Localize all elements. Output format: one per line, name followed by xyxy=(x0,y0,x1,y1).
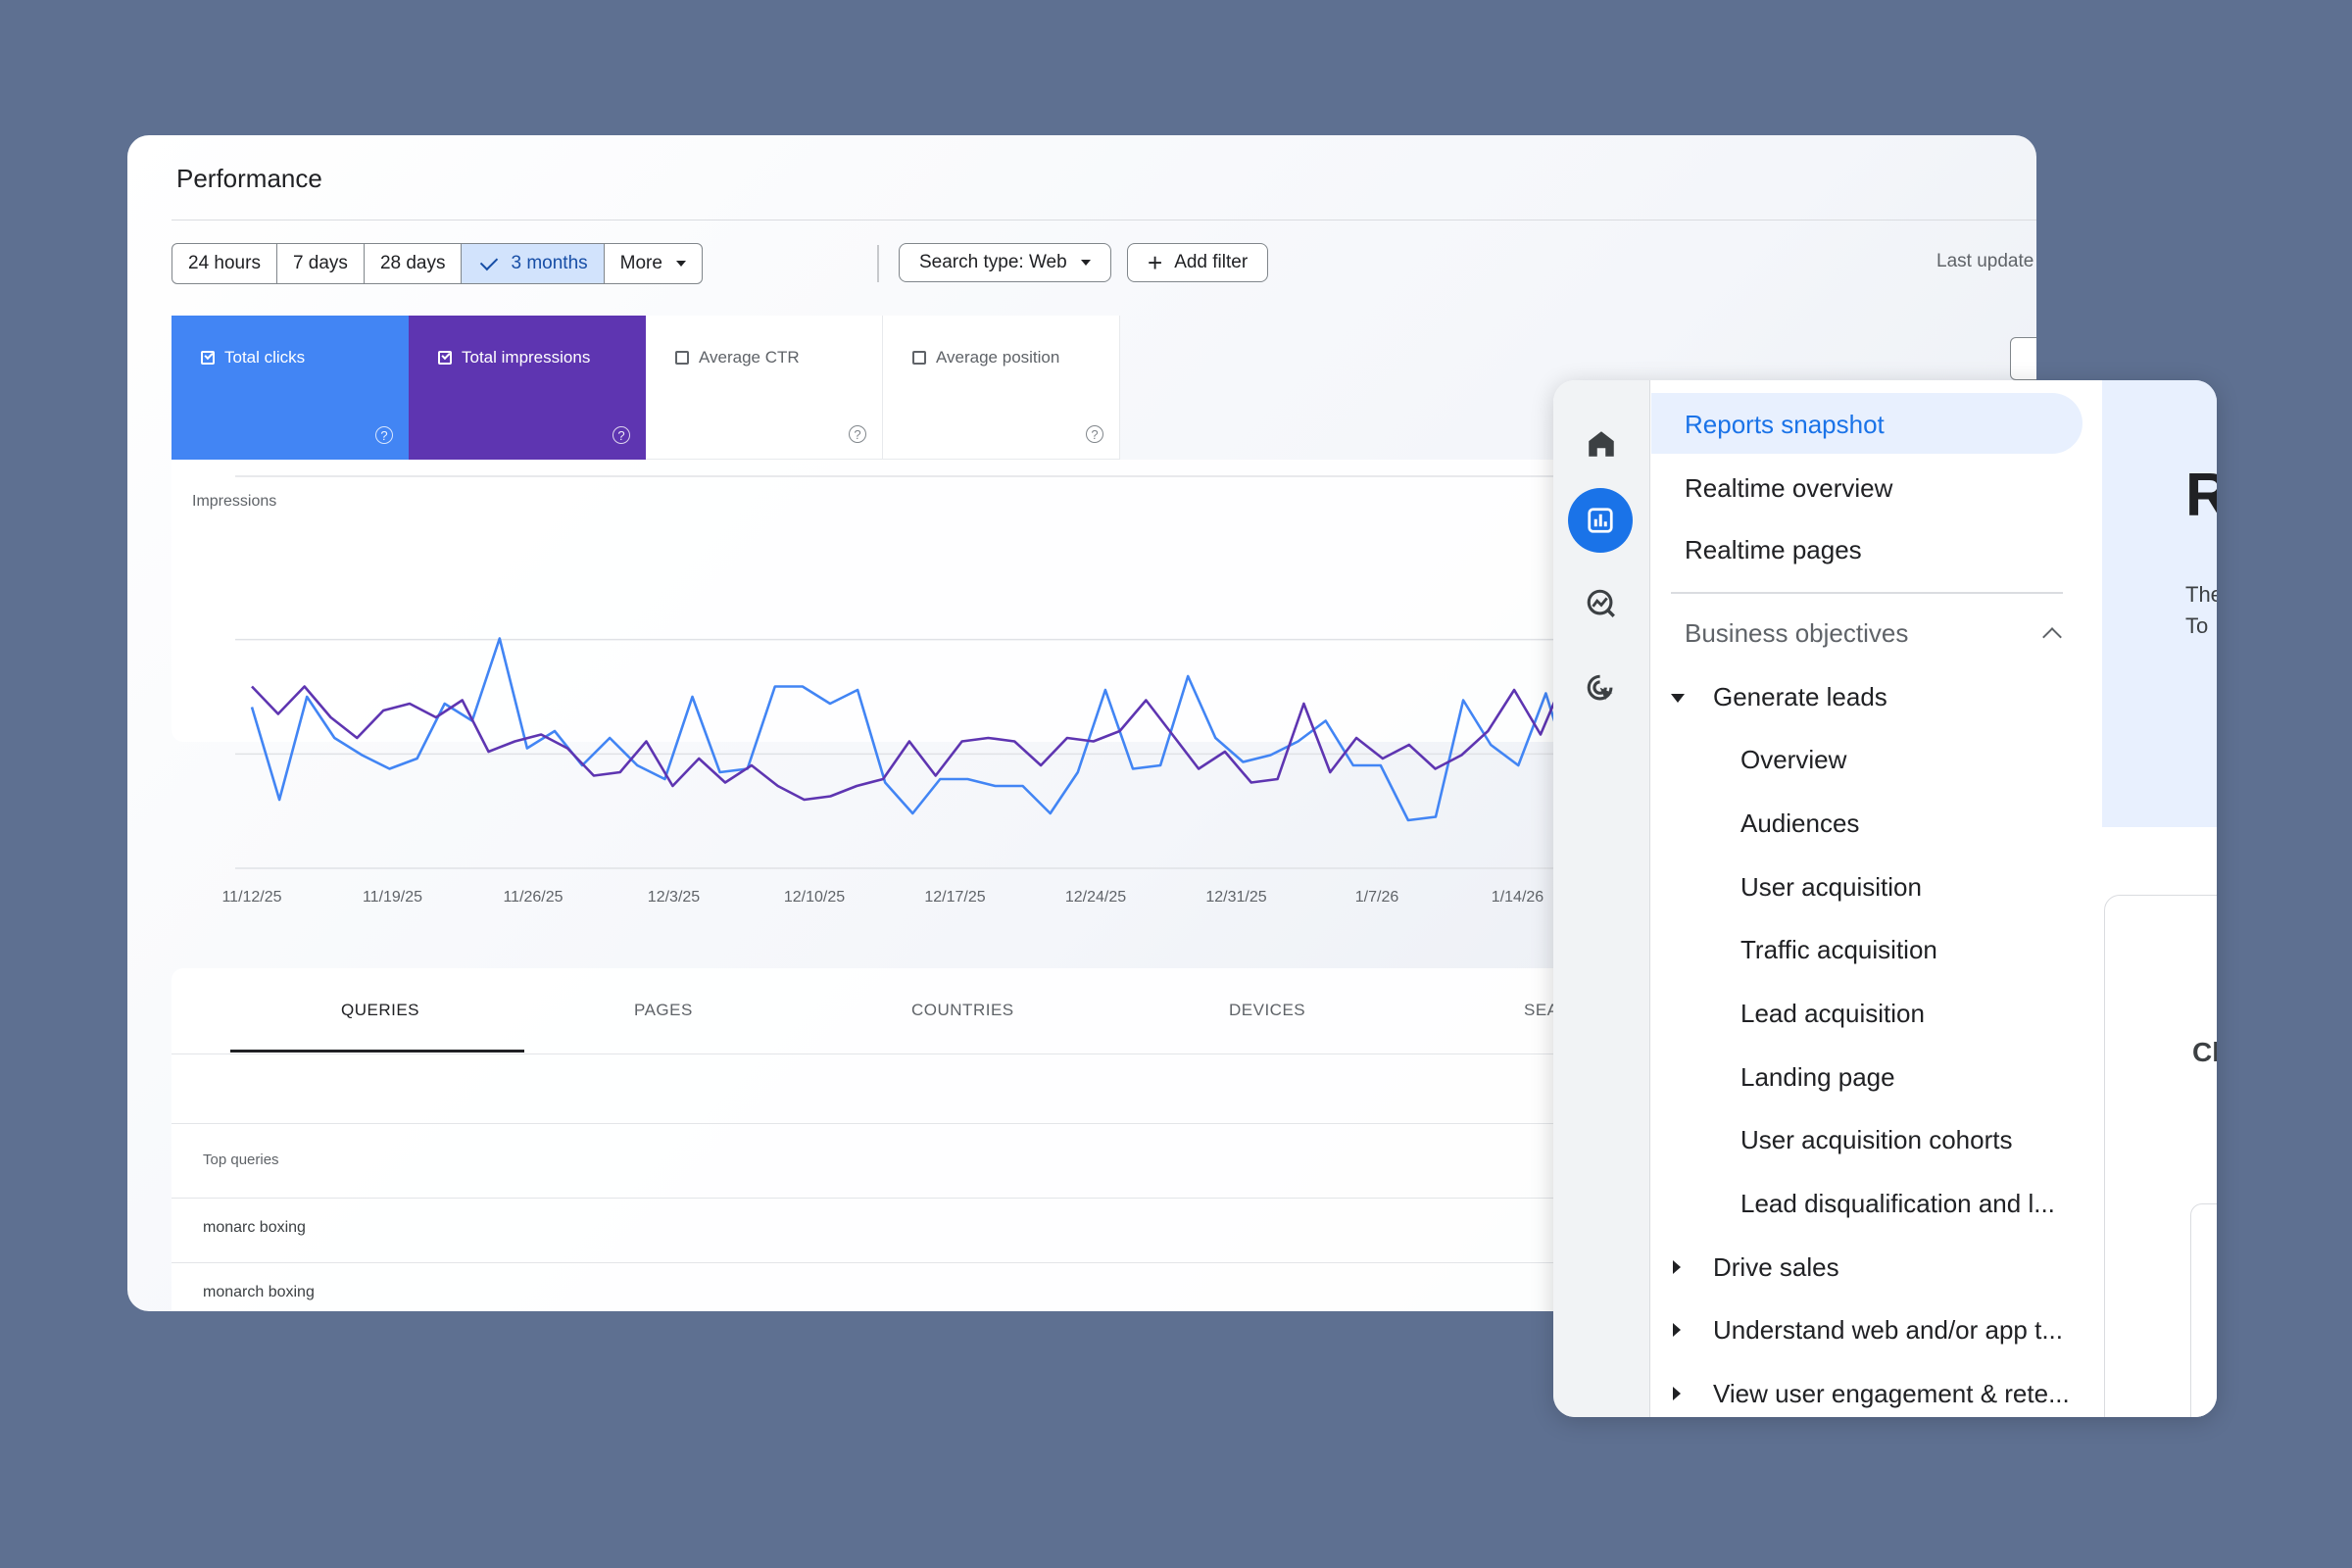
toolbar-divider xyxy=(877,245,879,282)
nav-item-realtime-pages[interactable]: Realtime pages xyxy=(1685,535,1862,564)
more-dropdown[interactable]: More xyxy=(605,244,702,283)
metric-label: Average position xyxy=(936,348,1060,367)
nav-item-lead-disqualification[interactable]: Lead disqualification and l... xyxy=(1740,1189,2055,1218)
checkbox-checked-icon[interactable] xyxy=(438,351,452,365)
page-title: Performance xyxy=(176,164,322,193)
add-filter-label: Add filter xyxy=(1174,252,1249,272)
x-tick-label: 12/17/25 xyxy=(924,889,985,906)
x-tick-label: 12/31/25 xyxy=(1205,889,1266,906)
range-3-months-label: 3 months xyxy=(511,253,588,273)
metric-card-average-ctr[interactable]: Average CTR ? xyxy=(646,316,883,460)
metric-cards: Total clicks ? Total impressions ? Avera… xyxy=(172,316,1120,460)
section-business-objectives[interactable]: Business objectives xyxy=(1685,618,1909,648)
add-filter-button[interactable]: + Add filter xyxy=(1127,243,1269,282)
divider xyxy=(172,1262,2036,1263)
table-header-top-queries[interactable]: Top queries xyxy=(203,1152,279,1168)
metric-label: Total clicks xyxy=(224,348,306,367)
search-type-label: Search type: Web xyxy=(919,252,1067,272)
nav-group-understand-traffic[interactable]: Understand web and/or app t... xyxy=(1713,1315,2064,1345)
chart-axis-label: Impressions xyxy=(192,493,277,510)
help-icon[interactable]: ? xyxy=(849,425,866,443)
range-3-months[interactable]: 3 months xyxy=(462,244,605,283)
expand-right-icon[interactable] xyxy=(1673,1387,1681,1400)
nav-item-overview[interactable]: Overview xyxy=(1740,745,1847,774)
nav-item-reports-snapshot[interactable]: Reports snapshot xyxy=(1685,410,1885,439)
analytics-panel: R The To Cl Reports snapshot Realtime ov… xyxy=(1553,380,2217,1417)
nav-rail xyxy=(1553,380,1650,1417)
explore-icon[interactable] xyxy=(1579,581,1624,626)
divider xyxy=(172,1123,2036,1124)
nav-group-user-engagement[interactable]: View user engagement & rete... xyxy=(1713,1379,2070,1408)
x-tick-label: 11/26/25 xyxy=(503,889,563,906)
expand-right-icon[interactable] xyxy=(1673,1323,1681,1337)
help-icon[interactable]: ? xyxy=(612,426,630,444)
nav-item-audiences[interactable]: Audiences xyxy=(1740,808,1860,838)
help-icon[interactable]: ? xyxy=(375,426,393,444)
range-7-days[interactable]: 7 days xyxy=(277,244,365,283)
nav-item-user-acquisition[interactable]: User acquisition xyxy=(1740,872,1922,902)
nav-item-landing-page[interactable]: Landing page xyxy=(1740,1062,1895,1092)
tab-pages[interactable]: PAGES xyxy=(634,1001,693,1019)
nav-group-generate-leads[interactable]: Generate leads xyxy=(1713,682,1887,711)
nav-selected-highlight xyxy=(1651,393,2082,454)
reports-icon[interactable] xyxy=(1568,488,1633,553)
home-icon[interactable] xyxy=(1579,421,1624,466)
metric-card-average-position[interactable]: Average position ? xyxy=(883,316,1120,460)
caret-down-icon xyxy=(675,261,686,267)
search-type-button[interactable]: Search type: Web xyxy=(899,243,1111,282)
checkbox-unchecked-icon[interactable] xyxy=(675,351,689,365)
tab-countries[interactable]: COUNTRIES xyxy=(911,1001,1014,1019)
x-tick-label: 12/10/25 xyxy=(784,889,845,906)
nav-item-user-acquisition-cohorts[interactable]: User acquisition cohorts xyxy=(1740,1125,2013,1154)
last-updated-text: Last update xyxy=(1936,251,2034,271)
more-label: More xyxy=(619,253,662,273)
range-28-days[interactable]: 28 days xyxy=(365,244,463,283)
range-24-hours[interactable]: 24 hours xyxy=(172,244,277,283)
report-description: To xyxy=(2185,613,2209,638)
nav-item-lead-acquisition[interactable]: Lead acquisition xyxy=(1740,999,1925,1028)
checkbox-unchecked-icon[interactable] xyxy=(912,351,926,365)
divider xyxy=(1671,592,2063,594)
x-tick-label: 1/7/26 xyxy=(1355,889,1399,906)
nav-item-traffic-acquisition[interactable]: Traffic acquisition xyxy=(1740,935,1937,964)
x-tick-label: 11/19/25 xyxy=(363,889,422,906)
checkbox-checked-icon[interactable] xyxy=(201,351,215,365)
nav-group-drive-sales[interactable]: Drive sales xyxy=(1713,1252,1839,1282)
x-tick-label: 12/3/25 xyxy=(648,889,700,906)
x-tick-label: 11/12/25 xyxy=(221,889,281,906)
chart-options-button[interactable] xyxy=(2010,337,2036,380)
report-card xyxy=(2190,1203,2217,1417)
metric-label: Average CTR xyxy=(699,348,800,367)
x-tick-label: 1/14/26 xyxy=(1492,889,1544,906)
report-card-title: Cl xyxy=(2192,1037,2217,1067)
report-description: The xyxy=(2185,582,2217,607)
report-header-area xyxy=(2102,380,2217,827)
help-icon[interactable]: ? xyxy=(1086,425,1103,443)
caret-down-icon xyxy=(1080,260,1091,266)
table-row[interactable]: monarc boxing xyxy=(203,1219,306,1236)
metric-card-total-impressions[interactable]: Total impressions ? xyxy=(409,316,646,460)
tab-queries[interactable]: QUERIES xyxy=(341,1001,420,1019)
metric-label: Total impressions xyxy=(462,348,591,367)
tab-devices[interactable]: DEVICES xyxy=(1229,1001,1306,1019)
x-tick-label: 12/24/25 xyxy=(1065,889,1126,906)
divider xyxy=(172,1198,2036,1199)
date-range-selector: 24 hours 7 days 28 days 3 months More xyxy=(172,243,703,284)
advertising-icon[interactable] xyxy=(1579,666,1624,711)
table-row[interactable]: monarch boxing xyxy=(203,1284,315,1300)
report-heading: R xyxy=(2185,462,2217,529)
tab-search-appearance[interactable]: SEA xyxy=(1524,1001,1559,1019)
nav-item-realtime-overview[interactable]: Realtime overview xyxy=(1685,473,1893,503)
plus-icon: + xyxy=(1148,248,1163,277)
expand-right-icon[interactable] xyxy=(1673,1260,1681,1274)
chevron-up-icon[interactable] xyxy=(2042,627,2062,647)
expand-down-icon[interactable] xyxy=(1671,694,1685,703)
metric-card-total-clicks[interactable]: Total clicks ? xyxy=(172,316,409,460)
active-tab-indicator xyxy=(230,1050,524,1053)
